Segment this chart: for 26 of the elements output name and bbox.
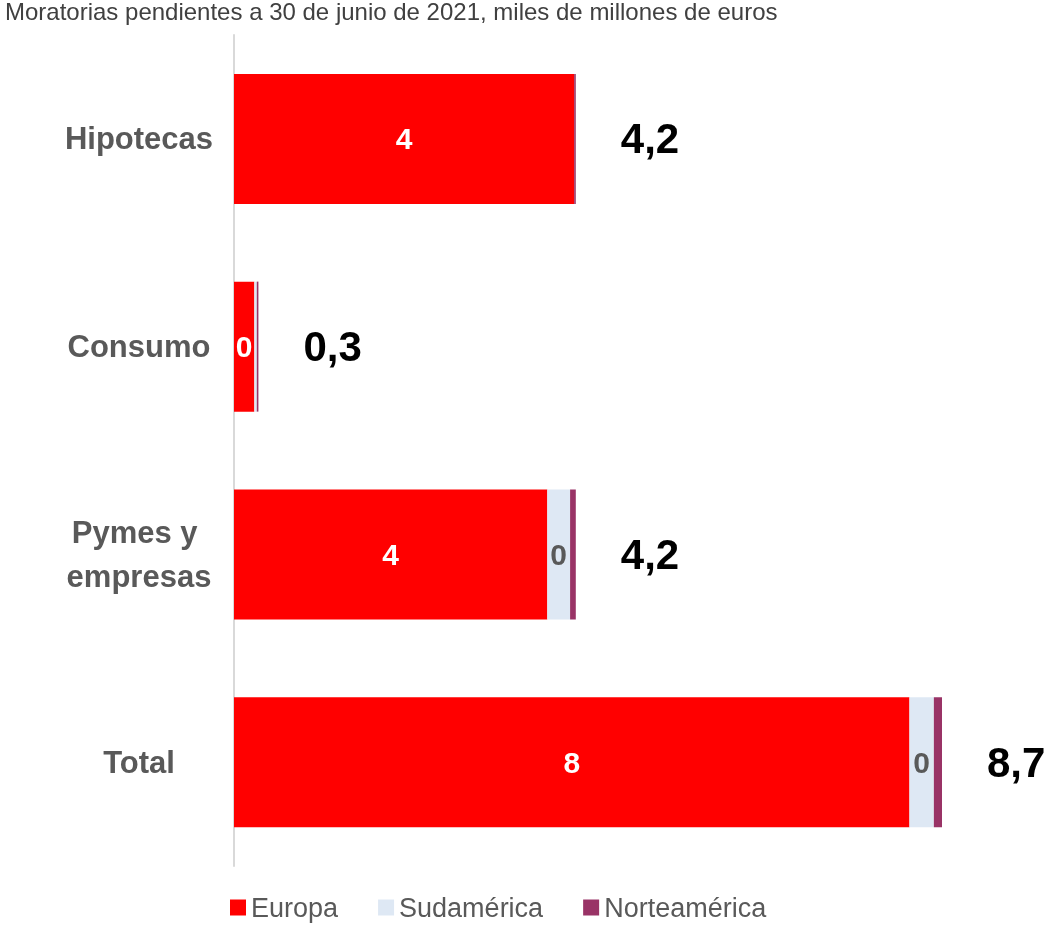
total-label: 0,3 (303, 323, 362, 371)
data-label: 0 (550, 537, 568, 571)
bar (234, 489, 548, 620)
data-label: 4 (382, 537, 400, 571)
y-tick-label: Total (103, 744, 175, 780)
bar (234, 697, 910, 828)
y-tick-label: Pymes y empresas (66, 514, 212, 594)
y-tick-label: Hipotecas (64, 121, 214, 157)
legend-label: Norteamérica (604, 892, 768, 923)
bar (933, 697, 942, 828)
total-label: 8,7 (987, 738, 1046, 786)
bar (234, 281, 255, 412)
bar (909, 697, 934, 828)
total-label: 4,2 (620, 530, 680, 578)
legend-label: Europa (251, 892, 340, 923)
bar (547, 489, 571, 620)
data-label: 0 (235, 330, 253, 364)
y-tick-label: Consumo (67, 329, 211, 365)
data-label: 4 (395, 122, 413, 156)
bar (234, 73, 575, 204)
bar (570, 489, 576, 620)
chart-title: Moratorias pendientes a 30 de junio de 2021, miles de millones de euros (5, 0, 778, 25)
legend-label: Sudamérica (399, 892, 545, 923)
total-label: 4,2 (620, 115, 680, 163)
data-label: 8 (563, 745, 581, 779)
data-label: 0 (913, 745, 930, 779)
